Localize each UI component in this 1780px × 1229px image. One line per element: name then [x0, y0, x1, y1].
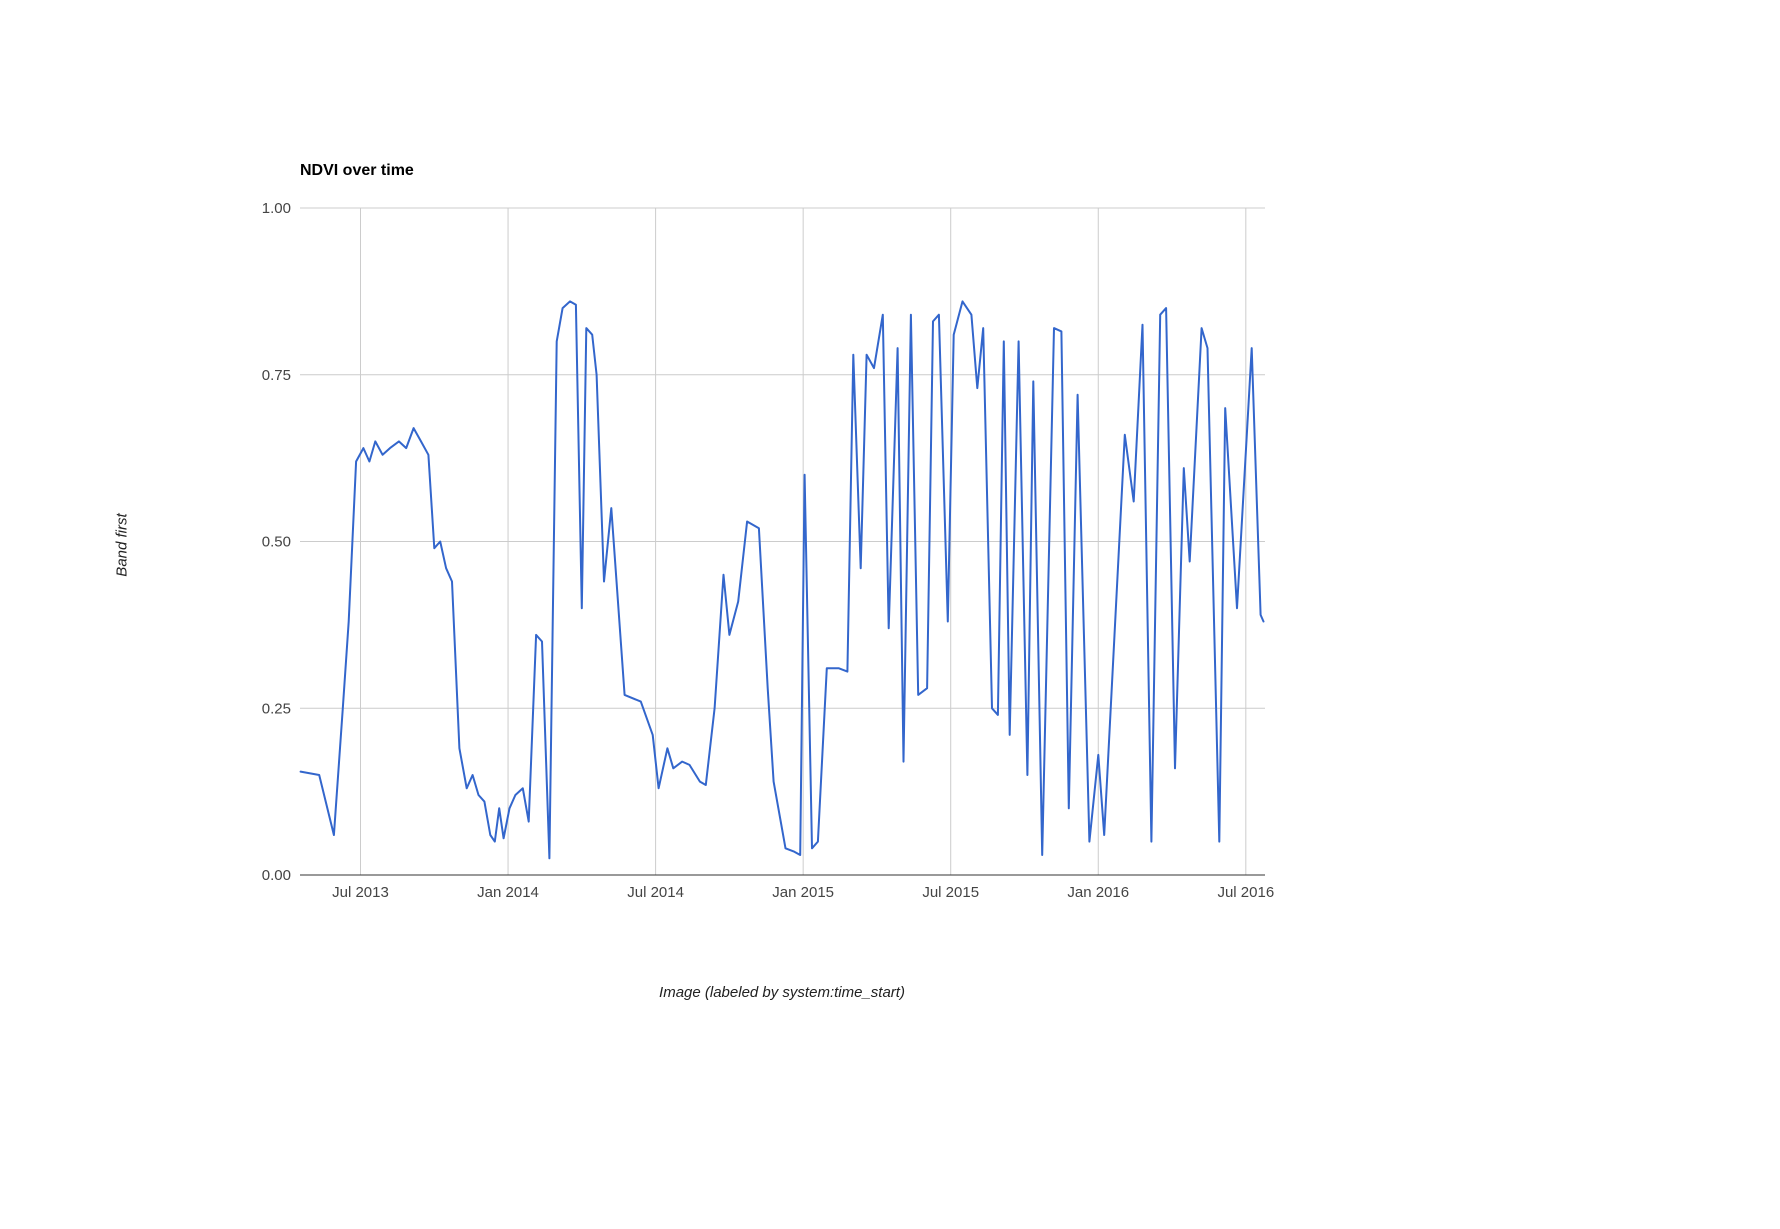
y-tick-label: 0.25	[262, 700, 291, 717]
y-tick-label: 0.50	[262, 534, 291, 551]
x-tick-label: Jan 2016	[1067, 884, 1129, 901]
x-tick-label: Jul 2013	[332, 884, 389, 901]
x-tick-label: Jul 2016	[1217, 884, 1274, 901]
x-tick-label: Jul 2014	[627, 884, 684, 901]
x-tick-label: Jan 2015	[772, 884, 834, 901]
y-tick-label: 1.00	[262, 200, 291, 217]
y-tick-label: 0.00	[262, 867, 291, 884]
chart-title: NDVI over time	[300, 162, 414, 179]
y-tick-label: 0.75	[262, 367, 291, 384]
x-tick-label: Jan 2014	[477, 884, 539, 901]
x-axis-title: Image (labeled by system:time_start)	[659, 984, 905, 1001]
x-tick-label: Jul 2015	[922, 884, 979, 901]
ndvi-line-series	[299, 300, 1265, 860]
